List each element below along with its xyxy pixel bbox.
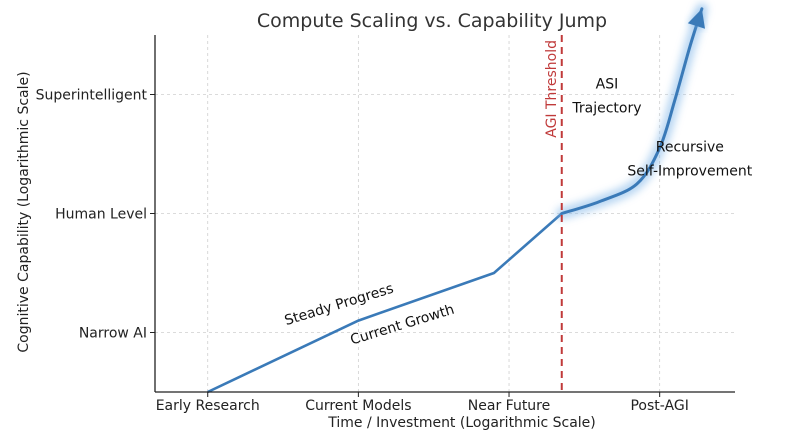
threshold-group: AGI Threshold — [544, 35, 563, 392]
x-axis-label: Time / Investment (Logarithmic Scale) — [327, 415, 595, 431]
y-axis-label: Cognitive Capability (Logarithmic Scale) — [16, 71, 32, 352]
annotation-label: Recursive — [656, 140, 724, 156]
y-tick-label: Human Level — [55, 207, 147, 223]
x-tick-label: Early Research — [156, 398, 260, 414]
annotation-label: Steady Progress — [283, 281, 396, 329]
x-tick-label: Post-AGI — [630, 398, 688, 414]
annotation-label: Current Growth — [349, 302, 457, 349]
y-tick-label: Superintelligent — [36, 88, 148, 104]
chart-title: Compute Scaling vs. Capability Jump — [257, 10, 607, 32]
ticks-group: Early Research Current Models Near Future P… — [36, 88, 689, 415]
annotation-label: Self-Improvement — [627, 163, 752, 179]
x-tick-label: Current Models — [305, 398, 411, 414]
y-tick-label: Narrow AI — [79, 326, 147, 342]
x-tick-label: Near Future — [468, 398, 550, 414]
series-line — [207, 212, 563, 394]
series-line — [560, 7, 704, 215]
grid — [155, 35, 735, 392]
series-group — [207, 2, 708, 394]
annotation-label: Trajectory — [571, 100, 641, 116]
agi-threshold-label: AGI Threshold — [544, 40, 560, 138]
annotation-label: ASI — [596, 77, 619, 93]
arrow-head — [687, 8, 706, 29]
